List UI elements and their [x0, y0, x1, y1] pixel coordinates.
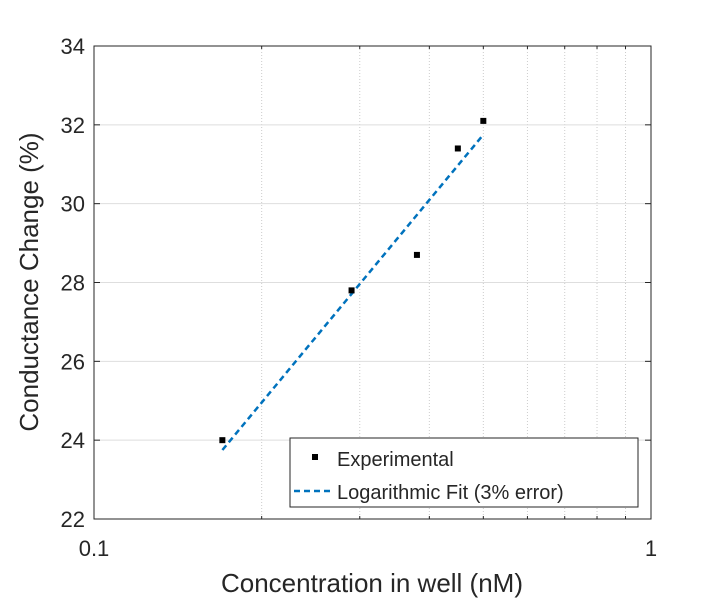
legend: Experimental Logarithmic Fit (3% error) [289, 437, 639, 508]
tick-labels: 22 24 26 28 30 32 34 0.1 1 [61, 34, 658, 561]
y-tick-label: 30 [61, 192, 85, 217]
y-tick-label: 32 [61, 113, 85, 138]
legend-box [289, 437, 639, 508]
y-tick-label: 22 [61, 507, 85, 532]
x-tick-label: 1 [645, 536, 657, 561]
grid [94, 46, 651, 519]
x-axis-label: Concentration in well (nM) [221, 568, 523, 598]
legend-label-experimental: Experimental [337, 449, 454, 471]
data-point [454, 145, 461, 152]
data-point [480, 117, 487, 124]
data-point [348, 287, 355, 294]
y-tick-label: 26 [61, 349, 85, 374]
data-point [219, 437, 226, 444]
legend-label-fit: Logarithmic Fit (3% error) [337, 482, 564, 504]
y-axis-label: Conductance Change (%) [14, 132, 44, 431]
plot-marks [219, 117, 487, 451]
axis-ticks [93, 45, 652, 520]
y-tick-label: 24 [61, 428, 85, 453]
y-tick-label: 34 [61, 34, 85, 59]
legend-marker-experimental [312, 454, 318, 460]
data-point [413, 251, 420, 258]
y-tick-label: 28 [61, 271, 85, 296]
x-tick-label: 0.1 [79, 536, 110, 561]
